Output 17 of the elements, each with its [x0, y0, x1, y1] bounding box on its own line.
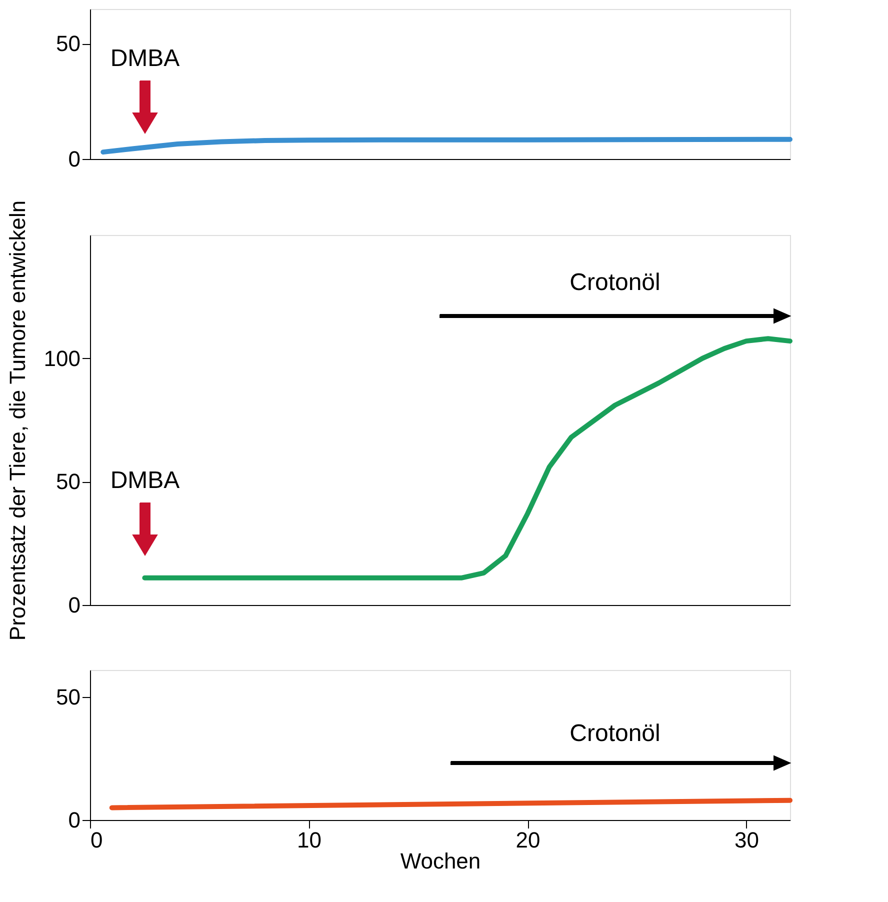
y-tick-label: 50: [56, 31, 80, 56]
y-tick-label: 50: [56, 469, 80, 494]
y-axis-title: Prozentsatz der Tiere, die Tumore entwickeln: [4, 200, 30, 641]
y-tick-label: 0: [68, 592, 80, 618]
x-tick-label: 20: [516, 828, 540, 852]
x-tick-label: 0: [90, 828, 103, 852]
y-tick-label: 0: [68, 808, 80, 832]
x-axis-title: Wochen: [400, 848, 481, 874]
annotation: Crotonöl: [570, 720, 660, 747]
x-tick-label: 10: [297, 828, 322, 852]
annotation: DMBA: [110, 45, 180, 72]
annotation: DMBA: [110, 467, 180, 494]
y-tick-label: 0: [68, 146, 80, 172]
annotation: Crotonöl: [570, 269, 660, 296]
y-tick-label: 50: [56, 684, 80, 710]
y-tick-label: 100: [44, 346, 80, 371]
x-tick-label: 30: [734, 828, 759, 852]
